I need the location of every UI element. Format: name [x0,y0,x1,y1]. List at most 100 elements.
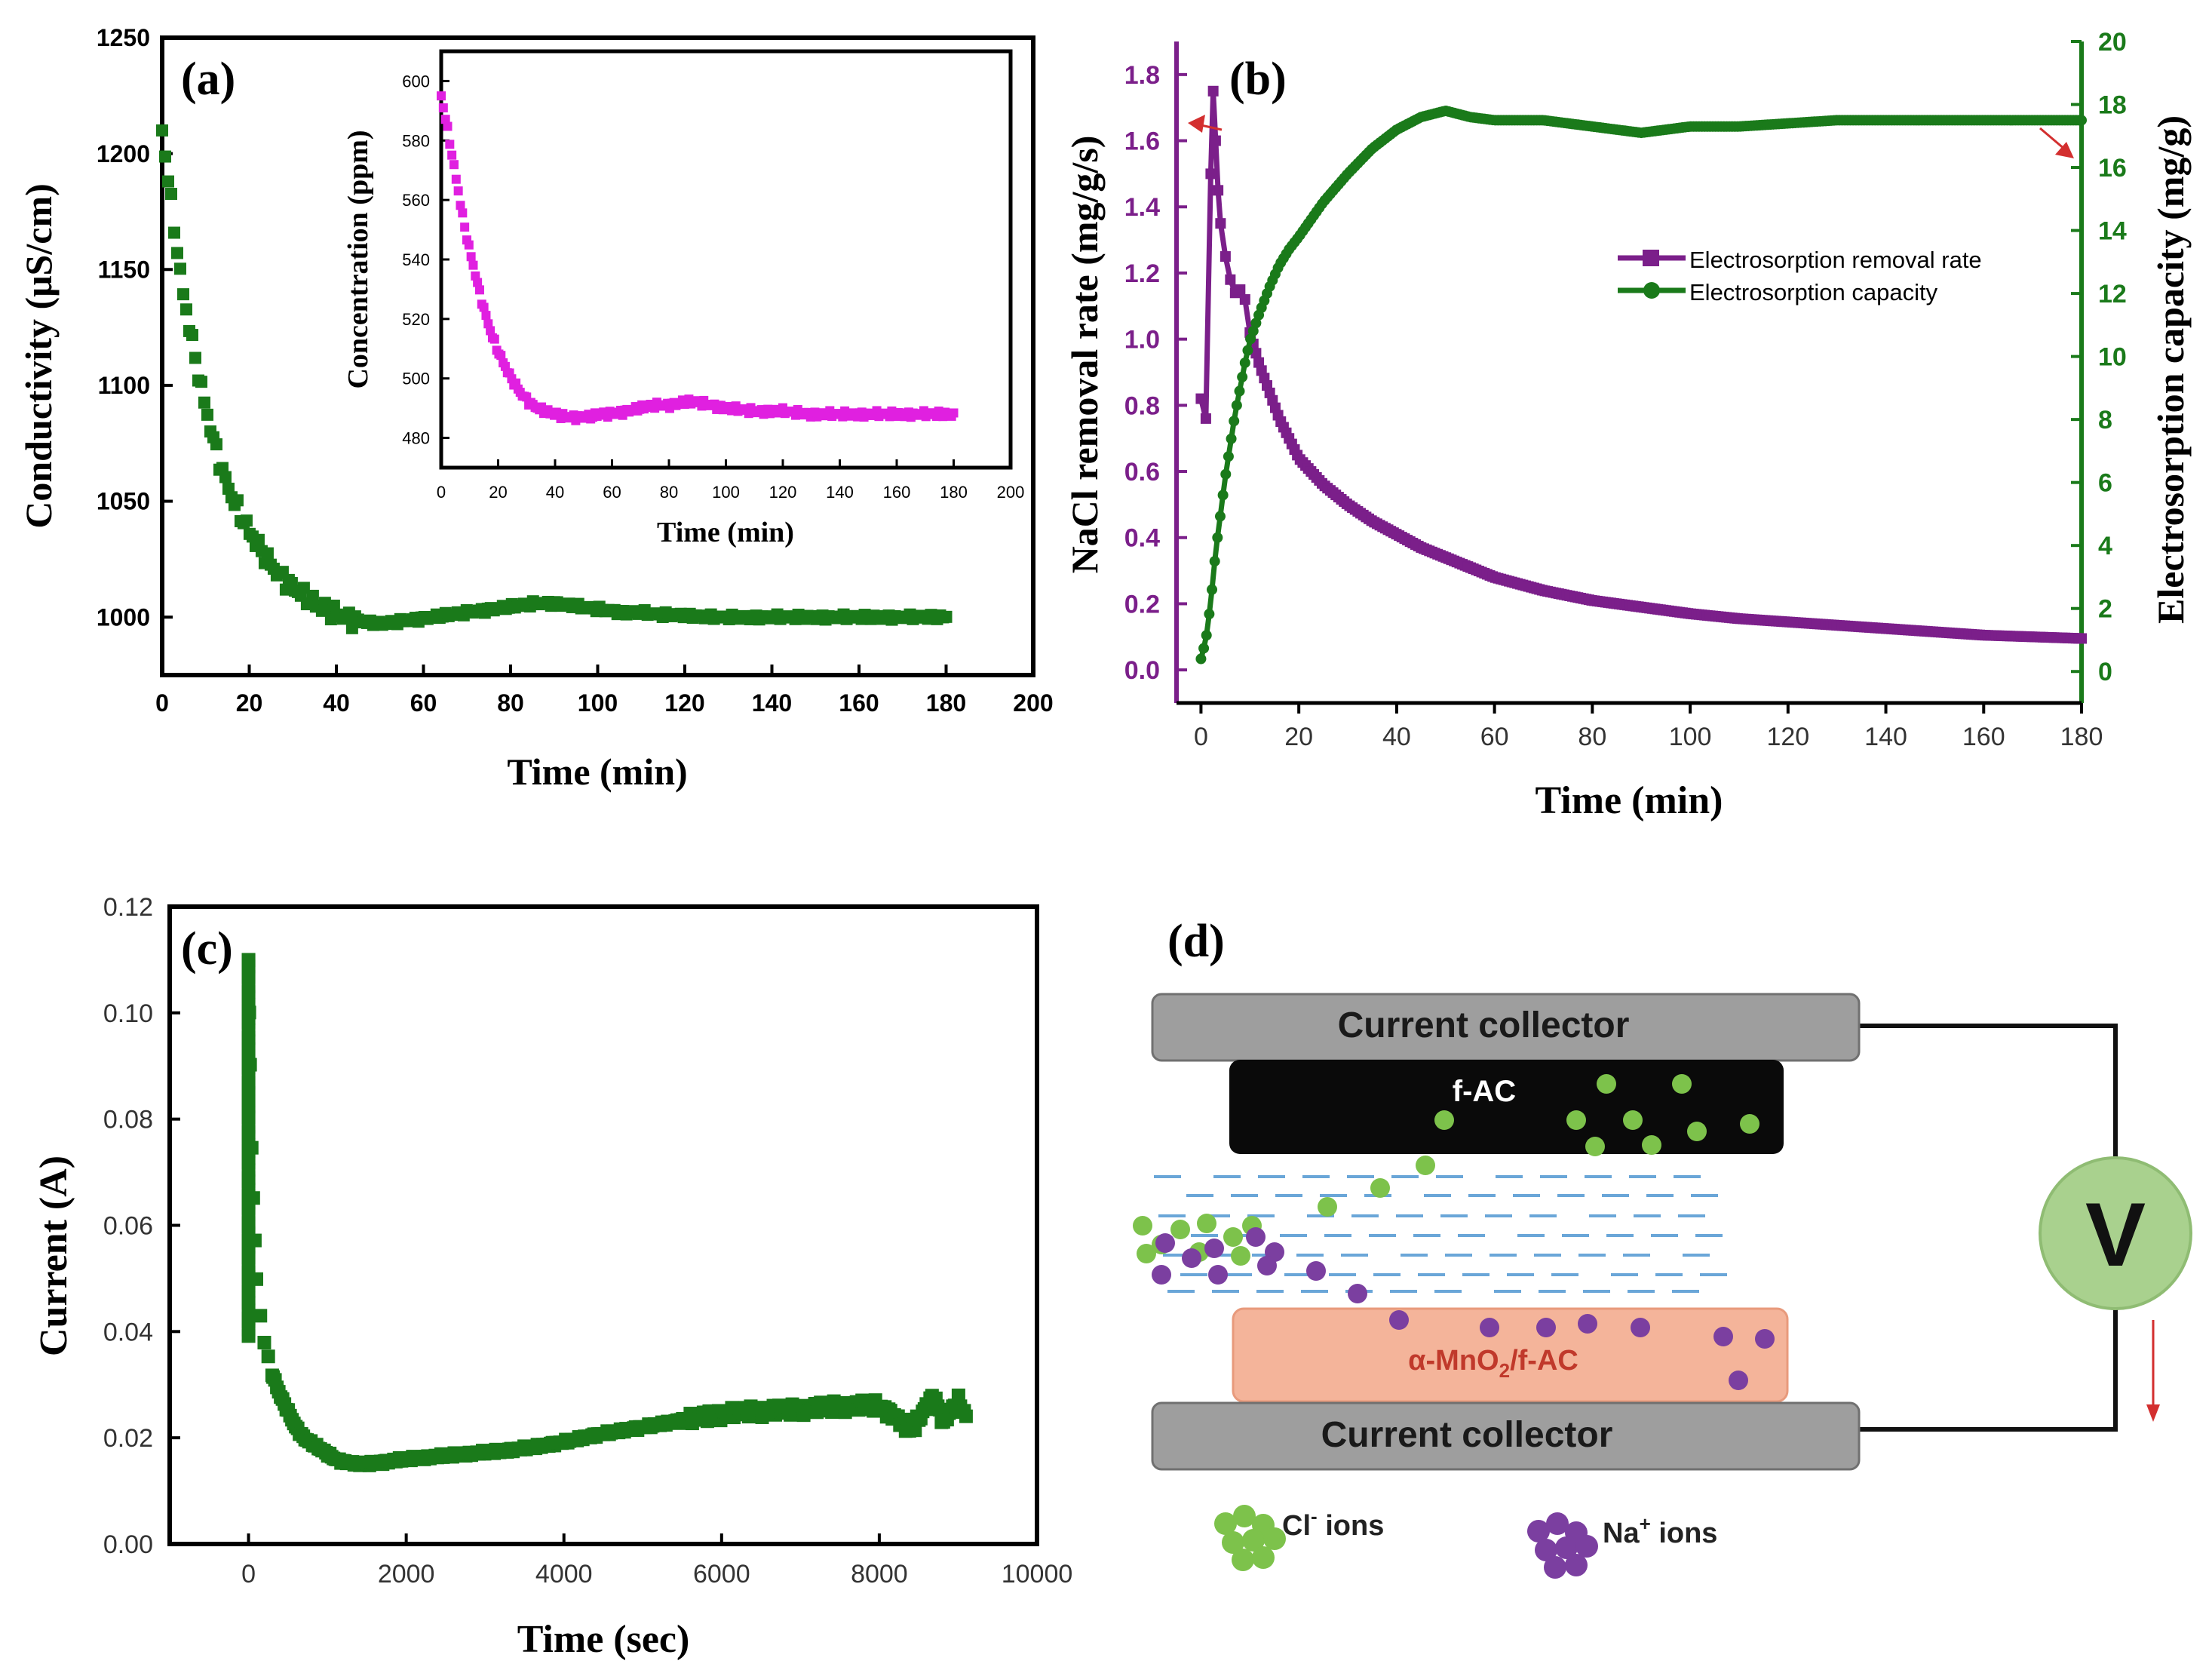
panel-c-point-67 [253,1309,268,1323]
na-ion-15 [1713,1327,1733,1346]
inset-y-ticklabel-3: 540 [402,250,430,269]
panel-b-yr-ticklabel-6: 12 [2098,280,2127,308]
panel-a-point-32 [252,533,265,546]
inset-ticks: 0 20 40 60 80 100 120 140 160 180 200 480 500 520 540 5… [402,72,1024,502]
panel-a-y-ticklabel-5: 1250 [97,24,150,51]
panel-b-capacity-point-14 [1234,385,1245,397]
panel-b-capacity-point-6 [1212,532,1223,543]
inset-point-28 [496,351,506,361]
f-ac-electrode [1229,1060,1784,1154]
panel-b-label: (b) [1229,54,1287,105]
mno2-label-sub: 2 [1499,1359,1510,1382]
panel-a-point-25 [231,494,244,507]
panel-b-yl-ticklabel-4: 0.8 [1124,391,1160,420]
inset-point-22 [483,319,493,329]
panel-c-x-ticklabel-1: 2000 [378,1560,435,1589]
legend-cl-label: Cl- ions [1282,1505,1384,1542]
na-ion-12 [1536,1318,1556,1337]
panel-b-capacity-point-20 [1250,318,1262,329]
cl-ion-5 [1672,1074,1692,1094]
panel-c-point-69 [261,1349,275,1364]
legend-text-removal-rate: Electrosorption removal rate [1689,247,1982,273]
inset-point-23 [486,326,495,336]
legend-cl-sup: - [1311,1505,1318,1527]
inset-point-4 [445,140,455,149]
panel-a-x-ticklabel-2: 40 [323,689,350,717]
panel-a-point-28 [240,514,253,527]
panel-a-inset: 0 20 40 60 80 100 120 140 160 180 200 480 500 520 540 5… [342,49,1024,548]
na-ion-10 [1389,1310,1409,1330]
panel-b-ylabel-right: Electrosorption capacity (mg/g) [2149,115,2192,624]
panel-c-point-64 [246,1191,260,1205]
inset-point-11 [460,223,470,232]
na-ion-11 [1480,1318,1499,1337]
panel-b: 0 20 40 60 80 100 120 140 160 1800.00.20.40.60.81… [1063,28,2192,822]
panel-c-ylabel: Current (A) [32,1156,75,1356]
inset-y-ticklabel-5: 580 [402,131,430,150]
panel-c-series [241,953,973,1472]
panel-a: 0 20 40 60 80 100 120 140 160 180 2001000105011001… [17,24,1054,793]
panel-a-point-6 [173,262,186,275]
panel-b-yr-ticklabel-0: 0 [2098,658,2112,686]
na-ion-3 [1204,1239,1224,1258]
panel-a-point-3 [164,188,177,201]
panel-c-y-ticklabel-6: 0.12 [103,893,153,922]
panel-b-removal-point-7 [1220,251,1231,262]
legend-na-label: Na+ ions [1603,1512,1717,1549]
cl-ion-12 [1133,1216,1152,1236]
panel-b-yl-ticklabel-9: 1.8 [1124,61,1160,90]
current-direction-arrow-head [2146,1404,2160,1422]
panel-c-point-68 [257,1336,272,1350]
panel-c-ticks: 0 2000 4000 6000 8000 10000 0.00 0.02 0.04 0.06 0.… [103,893,1072,1589]
inset-x-ticklabel-0: 0 [437,483,446,502]
panel-c-point-66 [250,1272,263,1286]
panel-c-x-ticklabel-0: 0 [241,1560,256,1589]
panel-b-capacity-point-8 [1217,490,1229,501]
panel-b-capacity-point-13 [1231,400,1242,411]
panel-b-removal-point-10 [1235,284,1246,295]
panel-b-capacity-point-16 [1239,357,1250,368]
panel-b-removal-point-15 [1250,348,1262,359]
panel-b-removal-point-6 [1215,218,1226,229]
panel-b-removal-point-2 [1205,168,1216,180]
voltmeter [2039,1156,2192,1310]
panel-b-x-ticklabel-2: 40 [1382,723,1411,751]
panel-a-x-ticklabel-1: 20 [236,689,263,717]
axis-indicator-arrows [1188,115,2074,158]
panel-a-y-ticklabel-1: 1050 [97,488,150,515]
cl-ion-20 [1231,1246,1250,1266]
cl-ion-15 [1197,1214,1216,1233]
panel-b-yr-ticklabel-1: 2 [2098,595,2112,624]
panel-c-point-434 [951,1388,965,1402]
right-axis-arrow-head [2055,142,2074,158]
panel-a-ticks: 0 20 40 60 80 100 120 140 160 180 2001000105011001… [97,24,1054,717]
inset-point-6 [449,160,459,170]
panel-a-point-0 [156,124,168,137]
inset-y-ticklabel-0: 480 [402,429,430,448]
panel-c-label: (c) [181,923,233,975]
cl-ion-14 [1170,1220,1190,1239]
inset-point-3 [443,121,453,131]
panel-b-yr-ticklabel-10: 20 [2098,28,2127,57]
panel-b-series [1195,85,2087,665]
panel-c-point-63 [244,1140,259,1155]
panel-d-legend: Cl- ions Na+ ions [1214,1505,1717,1579]
panel-d: (d) Current collector f-AC α-MnO2/f-AC C… [1133,916,2192,1579]
inset-x-ticklabel-10: 200 [997,483,1025,502]
panel-c-point-65 [247,1233,262,1248]
panel-c-plot-frame [167,904,1039,1546]
panel-b-removal-point-315 [2076,633,2087,644]
panel-b-capacity-point-5 [1209,556,1220,567]
panel-b-x-ticklabel-0: 0 [1194,723,1208,751]
panel-a-point-13 [195,376,207,388]
legend-cl-ball-6 [1232,1549,1254,1571]
inset-x-ticklabel-5: 100 [712,483,740,502]
panel-b-yr-ticklabel-5: 10 [2098,343,2127,372]
panel-b-removal-point-0 [1195,393,1207,404]
panel-c-x-ticklabel-4: 8000 [851,1560,908,1589]
panel-b-capacity-point-1 [1198,643,1210,654]
inset-point-7 [451,174,461,184]
legend-text-capacity: Electrosorption capacity [1689,279,1938,305]
na-ion-14 [1631,1318,1650,1337]
